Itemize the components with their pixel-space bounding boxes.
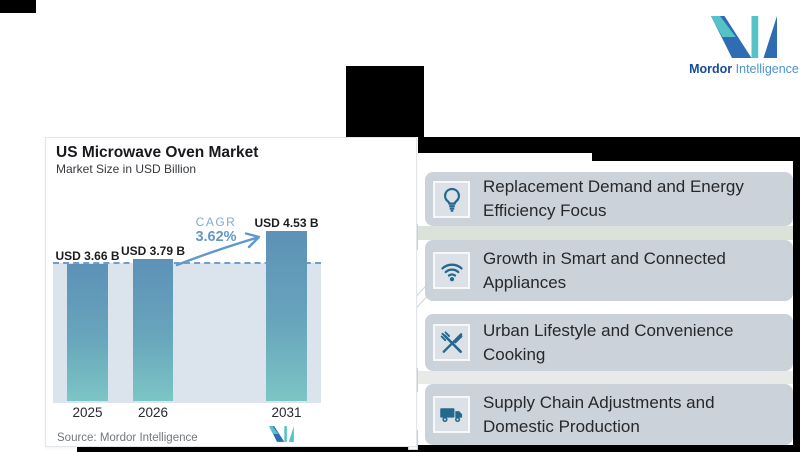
decorative-right-edge-strip — [793, 137, 800, 452]
bar-value-label: USD 4.53 B — [254, 216, 319, 230]
driver-card-replacement-demand: Replacement Demand and Energy Efficiency… — [425, 172, 793, 226]
mordor-mini-logo-icon — [269, 426, 294, 442]
bar-value-label: USD 3.66 B — [55, 249, 120, 263]
driver-card-urban-lifestyle: Urban Lifestyle and Convenience Cooking — [425, 314, 793, 371]
driver-text: Growth in Smart and Connected Appliances — [483, 248, 726, 292]
chart-subtitle: Market Size in USD Billion — [56, 162, 197, 176]
cagr-value: 3.62% — [195, 229, 237, 245]
bar-2026 — [133, 259, 173, 401]
driver-text: Supply Chain Adjustments and Domestic Pr… — [483, 392, 715, 436]
x-axis-label-2025: 2025 — [72, 405, 103, 420]
driver-card-supply-chain: Supply Chain Adjustments and Domestic Pr… — [425, 384, 793, 445]
bar-chart-plot: CAGR 3.62% USD 3.66 B USD 3.79 B USD 4.53 … — [53, 215, 321, 403]
market-chart-card: US Microwave Oven Market Market Size in … — [45, 137, 417, 447]
driver-text: Replacement Demand and Energy Efficiency… — [483, 177, 744, 220]
driver-text: Urban Lifestyle and Convenience Cooking — [483, 320, 734, 364]
chart-title: US Microwave Oven Market — [56, 144, 259, 161]
x-axis-label-2026: 2026 — [137, 405, 169, 420]
brand-logo-card: Mordor Intelligence — [688, 0, 800, 98]
cagr-annotation: CAGR 3.62% — [183, 215, 249, 245]
source-row: Source: Mordor Intelligence — [57, 426, 407, 446]
bar-value-label: USD 3.79 B — [120, 244, 186, 258]
icon-box — [433, 252, 470, 289]
bar-2025 — [67, 264, 108, 401]
truck-icon — [440, 408, 463, 423]
wifi-icon — [440, 263, 463, 281]
brand-name-light: Intelligence — [735, 62, 799, 76]
icon-box — [433, 324, 470, 361]
x-axis-label-2031: 2031 — [271, 405, 302, 420]
bar-2031 — [266, 231, 307, 401]
gap-strip-gray — [418, 371, 793, 384]
brand-name-bold: Mordor — [689, 62, 733, 76]
decorative-bottom-strip — [77, 445, 800, 452]
decorative-strip-above-cards-right — [592, 137, 800, 161]
gap-strip-green — [418, 226, 793, 240]
icon-box — [433, 396, 470, 433]
source-text: Source: Mordor Intelligence — [57, 432, 198, 444]
icon-box — [433, 180, 470, 218]
decorative-fragment-top-left — [0, 0, 36, 13]
driver-card-smart-appliances: Growth in Smart and Connected Appliances — [425, 240, 793, 301]
mordor-intelligence-logo-icon — [711, 16, 777, 58]
cagr-label: CAGR — [195, 215, 237, 229]
brand-name: Mordor Intelligence — [688, 62, 800, 76]
decorative-fragment-center — [346, 66, 424, 137]
utensils-icon — [440, 330, 462, 353]
lightbulb-icon — [443, 187, 460, 212]
